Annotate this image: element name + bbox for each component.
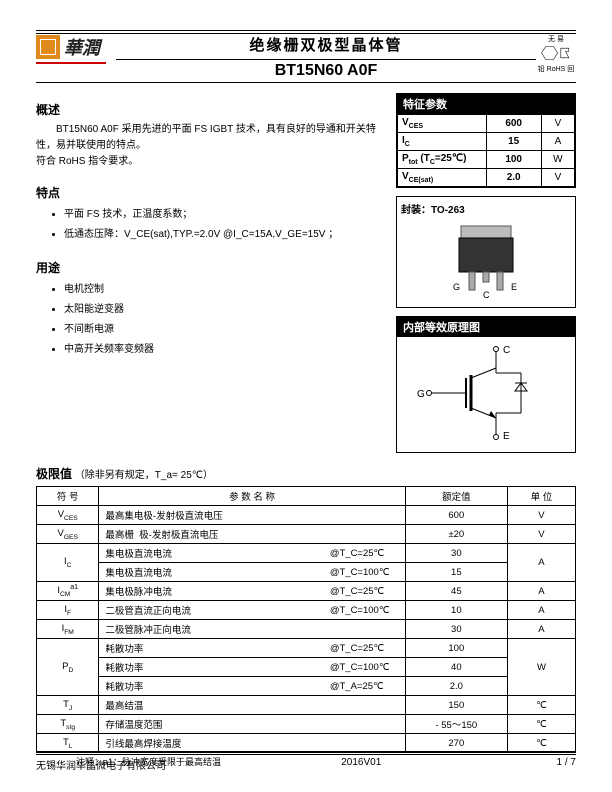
footer: 无锡华润华晶微电子有限公司 2016V01 1 / 7: [36, 751, 576, 772]
table-row: Tstg存储温度范围- 55～150℃: [37, 715, 576, 734]
limits-heading: 极限值: [36, 467, 72, 481]
schematic-figure: C E G: [397, 337, 575, 452]
char-params-table: VCES600V IC15A Ptot (TC=25℃)100W VCE(sat…: [397, 114, 575, 187]
table-row: IF二极管直流正向电流@T_C=100℃10A: [37, 601, 576, 620]
app-item: 电机控制: [64, 280, 386, 300]
table-row: VCES600V: [398, 115, 575, 133]
table-header-row: 符 号 参 数 名 称 额定值 单 位: [37, 487, 576, 506]
limits-table: 符 号 参 数 名 称 额定值 单 位 VCES最高集电极-发射极直流电压600…: [36, 486, 576, 753]
table-row: VCES最高集电极-发射极直流电压600V: [37, 506, 576, 525]
table-row: 耗散功率@T_A=25℃2.0: [37, 677, 576, 696]
limits-condition: （除非另有规定，T_a= 25℃）: [75, 470, 213, 481]
svg-text:C: C: [483, 290, 490, 300]
char-params-heading: 特征参数: [397, 94, 575, 114]
footer-rev: 2016V01: [341, 757, 381, 772]
table-row: VGES最高栅 极-发射极直流电压±20V: [37, 525, 576, 544]
logo: 華潤: [36, 34, 106, 64]
svg-text:C: C: [503, 345, 510, 356]
logo-mark: [36, 35, 60, 59]
rohs-badge: 无 易 铅 RoHS 回: [536, 34, 576, 74]
logo-text: 華潤: [64, 34, 100, 60]
svg-text:E: E: [511, 282, 517, 292]
table-row: IFM二极管脉冲正向电流30A: [37, 620, 576, 639]
footer-page: 1 / 7: [557, 757, 576, 772]
overview-p2: 符合 RoHS 指令要求。: [36, 154, 386, 170]
overview-p1: BT15N60 A0F 采用先进的平面 FS IGBT 技术，具有良好的导通和开…: [36, 122, 386, 154]
part-number: BT15N60 A0F: [116, 62, 536, 80]
table-row: IC15A: [398, 133, 575, 151]
char-params-box: 特征参数 VCES600V IC15A Ptot (TC=25℃)100W VC…: [396, 93, 576, 188]
limits-section: 极限值 （除非另有规定，T_a= 25℃） 符 号 参 数 名 称 额定值 单 …: [36, 465, 576, 768]
app-item: 中高开关频率变频器: [64, 340, 386, 360]
doc-title-cn: 绝缘栅双极型晶体管: [116, 34, 536, 55]
table-row: 集电极直流电流@T_C=100℃15: [37, 563, 576, 582]
features-list: 平面 FS 技术，正温度系数； 低通态压降：V_CE(sat),TYP.=2.0…: [36, 205, 386, 245]
table-row: TL引线最高焊接温度270℃: [37, 734, 576, 753]
schematic-heading: 内部等效原理图: [397, 317, 575, 337]
table-row: TJ最高结温150℃: [37, 696, 576, 715]
svg-text:E: E: [503, 431, 510, 442]
apps-heading: 用途: [36, 259, 386, 276]
features-heading: 特点: [36, 184, 386, 201]
schematic-box: 内部等效原理图 C E G: [396, 316, 576, 453]
footer-company: 无锡华润华晶微电子有限公司: [36, 757, 166, 772]
package-type: TO-263: [431, 205, 465, 216]
table-row: 耗散功率@T_C=100℃40: [37, 658, 576, 677]
package-figure: G C E: [401, 220, 571, 303]
overview-heading: 概述: [36, 101, 386, 118]
table-row: VCE(sat)2.0V: [398, 169, 575, 187]
apps-list: 电机控制 太阳能逆变器 不间断电源 中高开关频率变频器: [36, 280, 386, 360]
table-row: Ptot (TC=25℃)100W: [398, 151, 575, 169]
svg-text:G: G: [417, 389, 425, 400]
package-label: 封装：: [401, 205, 431, 216]
table-row: ICMa1集电极脉冲电流@T_C=25℃45A: [37, 582, 576, 601]
app-item: 太阳能逆变器: [64, 300, 386, 320]
app-item: 不间断电源: [64, 320, 386, 340]
feature-item: 平面 FS 技术，正温度系数；: [64, 205, 386, 225]
header-underline: [36, 82, 576, 83]
header: 華潤 绝缘栅双极型晶体管 BT15N60 A0F 无 易 铅 RoHS 回: [36, 34, 576, 80]
table-row: IC集电极直流电流@T_C=25℃30A: [37, 544, 576, 563]
top-rule-heavy: [36, 30, 576, 31]
feature-item: 低通态压降：V_CE(sat),TYP.=2.0V @I_C=15A,V_GE=…: [64, 225, 386, 245]
title-block: 绝缘栅双极型晶体管 BT15N60 A0F: [116, 34, 536, 80]
table-row: PD耗散功率@T_C=25℃100W: [37, 639, 576, 658]
svg-text:G: G: [453, 282, 460, 292]
package-box: 封装：TO-263 G C E: [396, 196, 576, 308]
